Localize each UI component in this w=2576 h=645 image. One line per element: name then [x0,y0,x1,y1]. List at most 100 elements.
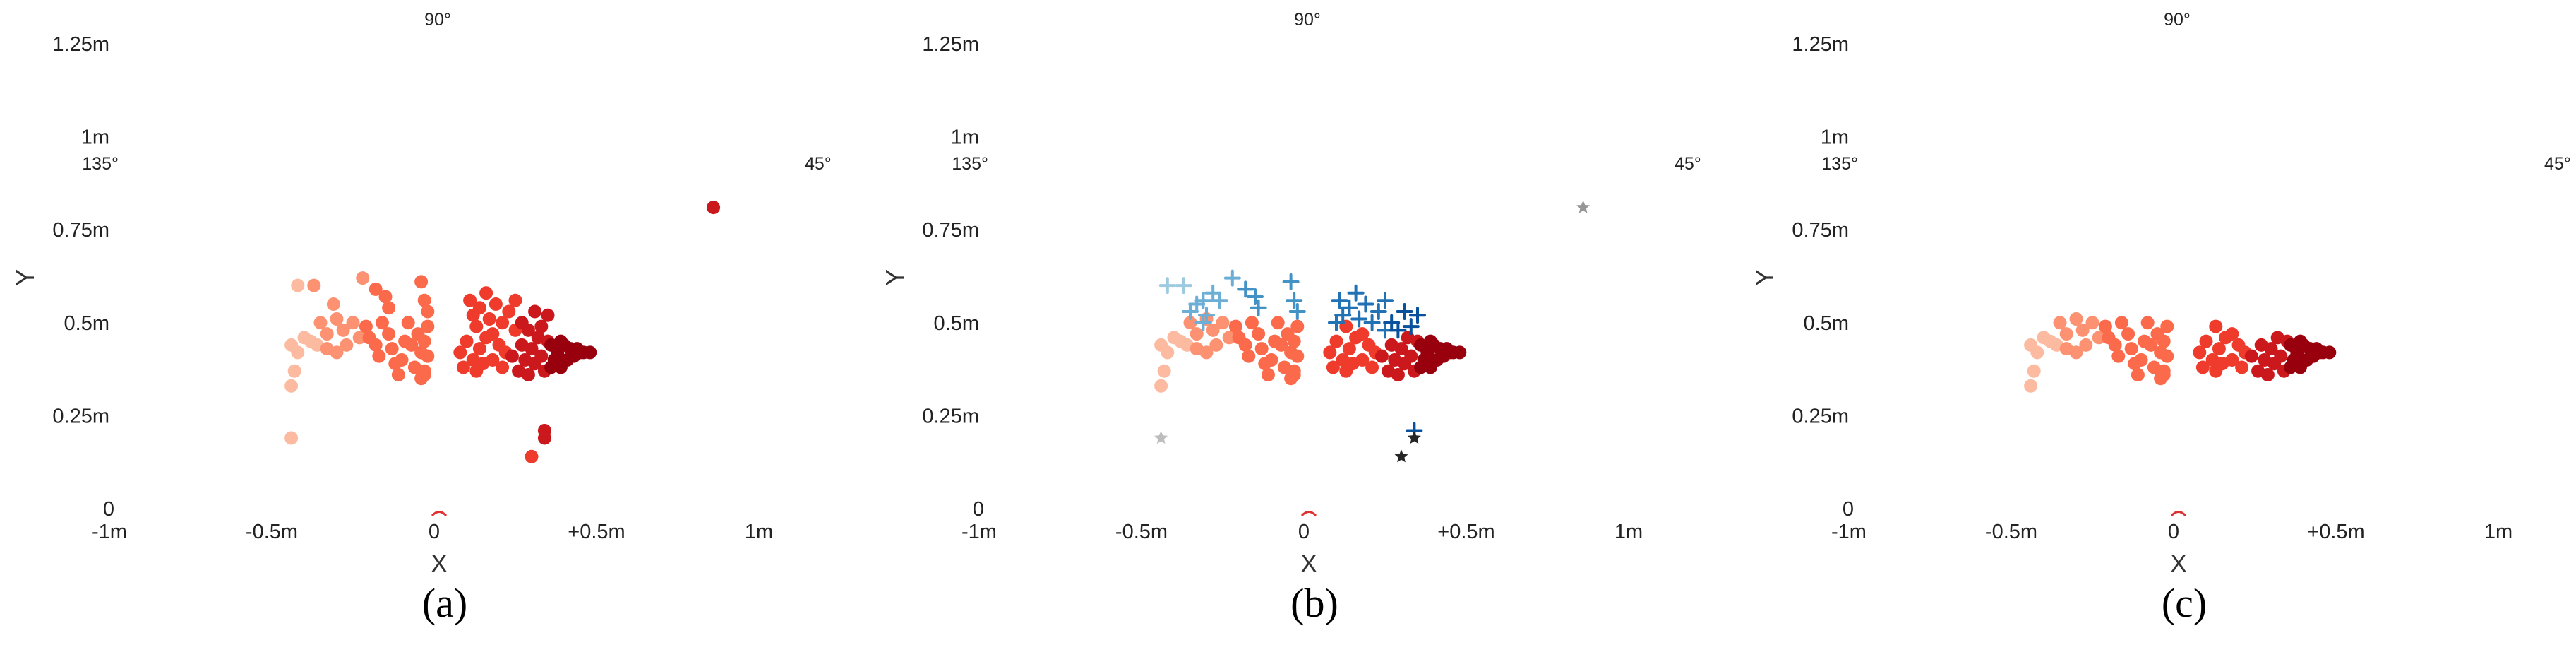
data-point [307,278,321,292]
star-point [1154,431,1168,444]
x-tick-label: -0.5m [1115,521,1168,543]
data-point [352,331,366,345]
data-point [2225,327,2239,341]
star-point [1576,200,1590,213]
data-point [2030,345,2044,360]
plus-point [1389,321,1407,339]
data-point [291,345,305,360]
data-point [1206,323,1220,337]
data-point [421,319,435,333]
data-point [2293,334,2307,348]
data-point [320,327,334,341]
data-point [326,297,340,311]
x-tick-label: 0 [429,521,440,543]
data-point [2111,349,2126,363]
x-tick-label: -1m [1831,521,1867,543]
series-13 [1576,200,1590,213]
data-point [1157,364,1171,378]
data-point [469,319,484,333]
plus-point [1370,303,1387,321]
data-point [1453,345,1467,360]
x-tick-label: -1m [961,521,997,543]
data-point [544,360,558,374]
data-point [340,338,354,352]
data-point [1290,319,1305,333]
data-point [2114,316,2128,330]
data-point [375,316,389,330]
data-point [401,316,415,330]
data-point [1365,360,1379,374]
data-point [2079,338,2093,352]
data-point [1287,334,1301,348]
series-1 [1154,331,1194,393]
x-tick-label: -0.5m [246,521,298,543]
data-point [356,271,370,285]
data-point [385,342,399,356]
y-tick-label: 0 [103,498,114,521]
plus-point [1250,299,1267,316]
plus-point [1282,273,1300,290]
data-point [1252,327,1266,341]
plus-point [1341,299,1358,316]
data-point [1391,367,1405,381]
x-tick-label: -0.5m [1985,521,2037,543]
plus-point [1409,307,1426,324]
x-tick-label: 1m [1615,521,1643,543]
data-point [2024,379,2038,393]
data-point [1423,334,1437,348]
x-tick-label: +0.5m [1437,521,1494,543]
data-point [1154,379,1168,393]
data-point [1261,367,1275,381]
data-point [1228,319,1242,333]
data-point [1342,342,1356,356]
x-axis-label: X [431,549,448,578]
y-tick-label: 1.25m [52,33,109,56]
angle-label: 45° [2544,154,2571,174]
data-point [2160,319,2174,333]
data-point [2260,367,2275,381]
data-point [2199,334,2213,348]
panel-a: 0 0.25m 0.5m 0.75m 1m 1.25m -1m -0.5m 0 +0.5m 1m 13… [11,10,832,626]
series-6 [544,334,597,374]
data-point [541,308,555,322]
data-point [553,334,568,348]
data-point [1394,342,1408,356]
plus-point [1363,314,1381,331]
data-point [2323,345,2337,360]
plus-point [1194,314,1212,331]
plus-point [1211,292,1228,309]
y-tick-label: 0.5m [934,312,979,335]
plus-point [1383,314,1401,331]
data-point [391,367,405,381]
data-point [534,319,549,333]
series-3 [2098,316,2174,386]
series-4 [1323,319,1382,378]
data-point [2193,345,2207,360]
data-point [369,282,383,296]
series-2 [2053,312,2106,360]
y-tick-label: 0.75m [1792,219,1849,242]
y-tick-label: 0 [973,498,984,521]
angle-label: 45° [805,154,832,174]
data-point [2212,342,2226,356]
data-point [486,353,500,367]
data-point [421,304,435,319]
plus-point [1223,269,1241,287]
data-point [2108,338,2122,352]
data-point [2154,372,2168,386]
data-point [537,431,551,445]
data-point [405,338,419,352]
data-point [1242,349,1256,363]
data-point [2092,331,2106,345]
data-point [378,290,393,304]
data-point [2059,342,2073,356]
data-point [421,349,435,363]
data-point [1238,338,1252,352]
data-point [1290,349,1305,363]
data-point [2134,353,2148,367]
sensor-origin-marker [1300,511,1317,517]
data-point [369,338,383,352]
series-1 [284,278,324,445]
star-point [1394,449,1408,463]
